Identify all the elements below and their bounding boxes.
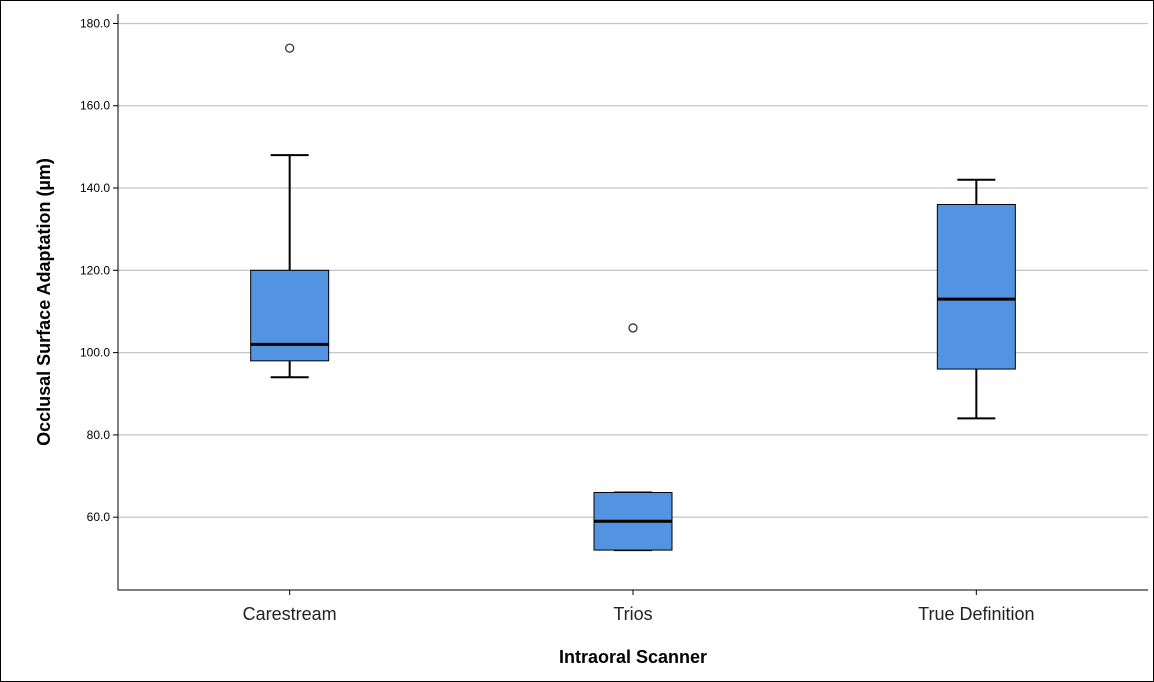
x-tick-label: True Definition: [918, 604, 1034, 624]
iqr-box: [250, 269, 330, 362]
y-tick-label: 60.0: [87, 510, 111, 524]
box-trios: [593, 323, 673, 552]
y-tick-label: 80.0: [87, 428, 111, 442]
y-tick-label: 120.0: [80, 263, 110, 277]
x-axis-title: Intraoral Scanner: [559, 647, 707, 667]
x-tick-label: Carestream: [243, 604, 337, 624]
iqr-box: [936, 203, 1016, 370]
y-axis: 60.0 80.0 100.0 120.0 140.0 160.0 180.0: [80, 14, 119, 590]
y-tick-label: 100.0: [80, 346, 110, 360]
outlier-point: [628, 323, 638, 333]
x-axis: Carestream Trios True Definition: [118, 589, 1148, 624]
box-carestream: [250, 43, 330, 379]
y-tick-label: 160.0: [80, 99, 110, 113]
y-axis-title: Occlusal Surface Adaptation (µm): [34, 158, 54, 446]
x-tick-label: Trios: [613, 604, 652, 624]
y-tick-label: 180.0: [80, 16, 110, 30]
box-series: [250, 43, 1016, 552]
y-tick-label: 140.0: [80, 181, 110, 195]
box-true-definition: [936, 178, 1016, 420]
outlier-point: [285, 43, 295, 53]
